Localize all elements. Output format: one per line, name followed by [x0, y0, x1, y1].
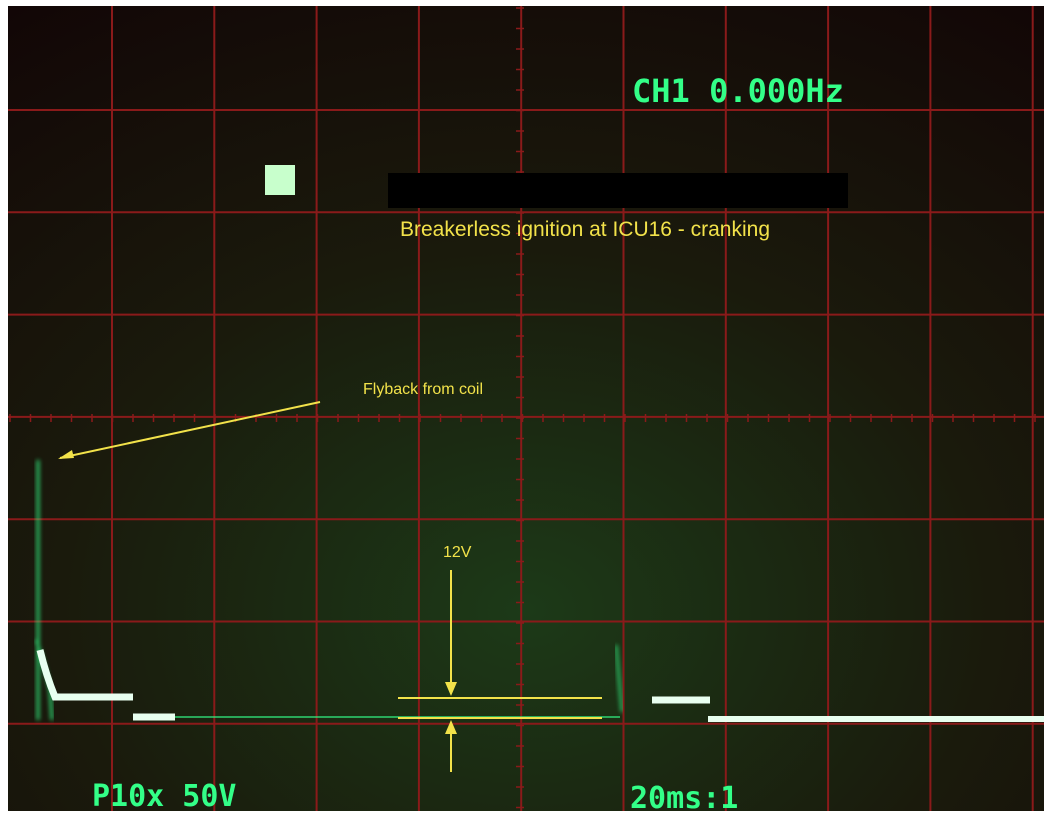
channel-readout: CH1 0.000Hz	[632, 72, 844, 110]
marker-square	[265, 165, 295, 195]
label-bar	[388, 173, 848, 208]
probe-readout: P10x 50V	[92, 779, 237, 813]
scope-photo: CH1 0.000Hz Breakerless ignition at ICU1…	[0, 0, 1044, 813]
timebase-readout: 20ms:1	[630, 781, 738, 813]
level-label: 12V	[443, 544, 472, 561]
flyback-label: Flyback from coil	[363, 381, 483, 398]
caption: Breakerless ignition at ICU16 - cranking	[400, 218, 770, 241]
screen	[8, 6, 1044, 811]
